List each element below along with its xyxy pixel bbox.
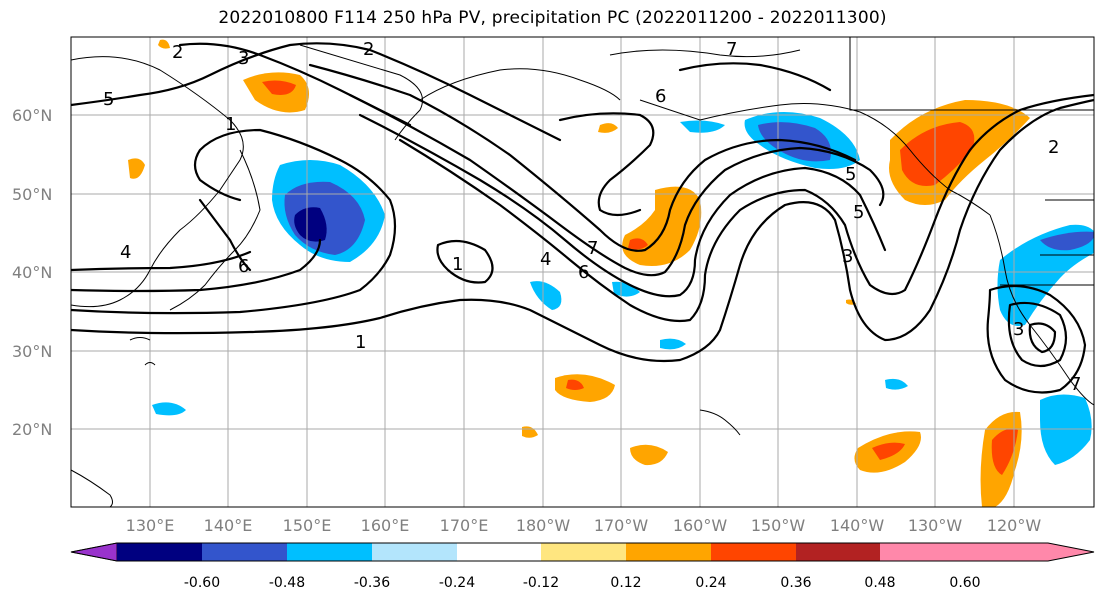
colorbar-tick-label: 0.48 <box>864 575 895 591</box>
contour-label: 2 <box>172 42 183 63</box>
graticule <box>71 37 1094 507</box>
contour-label: 7 <box>726 39 737 60</box>
lon-label: 140°W <box>830 516 885 535</box>
colorbar-tick-label: -0.12 <box>523 575 559 591</box>
colorbar-tick-label: 0.24 <box>695 575 726 591</box>
colorbar-tick-label: -0.36 <box>354 575 390 591</box>
contour-label: 7 <box>1070 374 1081 395</box>
contour-label: 5 <box>103 89 114 110</box>
colorbar: -0.60 -0.48 -0.36 -0.24 -0.12 0.12 0.24 … <box>70 542 1095 591</box>
colorbar-segment <box>457 543 541 561</box>
lat-label: 20°N <box>12 420 52 439</box>
contour-label: 1 <box>355 332 366 353</box>
colorbar-segment <box>372 543 457 561</box>
contour-label: 3 <box>842 246 853 267</box>
contour-label: 4 <box>120 242 131 263</box>
colorbar-tick-label: -0.24 <box>439 575 475 591</box>
lon-label: 170°E <box>440 516 489 535</box>
contour-label: 1 <box>225 114 236 135</box>
colorbar-segment <box>880 543 965 561</box>
colorbar-outline <box>70 542 1095 562</box>
colorbar-segment <box>626 543 711 561</box>
lat-label: 40°N <box>12 263 52 282</box>
lon-label: 160°E <box>361 516 410 535</box>
contour-label: 3 <box>238 48 249 69</box>
lat-label: 30°N <box>12 342 52 361</box>
pv-contours <box>71 42 1094 394</box>
precip-positive-shading <box>128 39 1030 507</box>
lon-label: 180°W <box>516 516 571 535</box>
precip-negative-shading <box>152 111 1094 465</box>
lon-label: 170°W <box>594 516 649 535</box>
contour-label: 2 <box>1048 137 1059 158</box>
colorbar-tick-label: 0.12 <box>610 575 641 591</box>
contour-label: 3 <box>1013 319 1024 340</box>
lon-label: 150°W <box>751 516 806 535</box>
longitude-labels: 130°E 140°E 150°E 160°E 170°E 180°W 170°… <box>126 516 1042 535</box>
map-title: 2022010800 F114 250 hPa PV, precipitatio… <box>218 8 887 28</box>
colorbar-tick-label: -0.60 <box>184 575 220 591</box>
lat-label: 50°N <box>12 185 52 204</box>
colorbar-segment <box>117 543 202 561</box>
contour-label: 7 <box>587 238 598 259</box>
colorbar-tick-label: 0.60 <box>949 575 980 591</box>
lon-label: 120°W <box>987 516 1042 535</box>
lon-label: 130°E <box>126 516 175 535</box>
lon-label: 140°E <box>204 516 253 535</box>
lat-label: 60°N <box>12 106 52 125</box>
colorbar-segment <box>711 543 796 561</box>
colorbar-tick-label: 0.36 <box>780 575 811 591</box>
colorbar-segment <box>287 543 372 561</box>
contour-label: 6 <box>655 86 666 107</box>
lon-label: 160°W <box>673 516 728 535</box>
latitude-labels: 60°N 50°N 40°N 30°N 20°N <box>12 106 52 439</box>
colorbar-low-extension <box>70 542 118 562</box>
contour-label: 6 <box>238 256 249 277</box>
contour-labels: 2 3 5 2 7 6 4 6 1 7 4 6 1 3 5 5 2 3 1 7 <box>103 39 1081 395</box>
map-border <box>70 36 1095 508</box>
colorbar-segment <box>541 543 626 561</box>
lon-label: 150°E <box>283 516 332 535</box>
contour-label: 5 <box>845 164 856 185</box>
lon-label: 130°W <box>908 516 963 535</box>
contour-label: 2 <box>363 39 374 60</box>
contour-label: 5 <box>853 202 864 223</box>
contour-label: 1 <box>452 254 463 275</box>
contour-label: 4 <box>540 249 551 270</box>
colorbar-segment <box>796 543 880 561</box>
colorbar-tick-label: -0.48 <box>269 575 305 591</box>
colorbar-segment <box>202 543 287 561</box>
contour-label: 6 <box>578 262 589 283</box>
